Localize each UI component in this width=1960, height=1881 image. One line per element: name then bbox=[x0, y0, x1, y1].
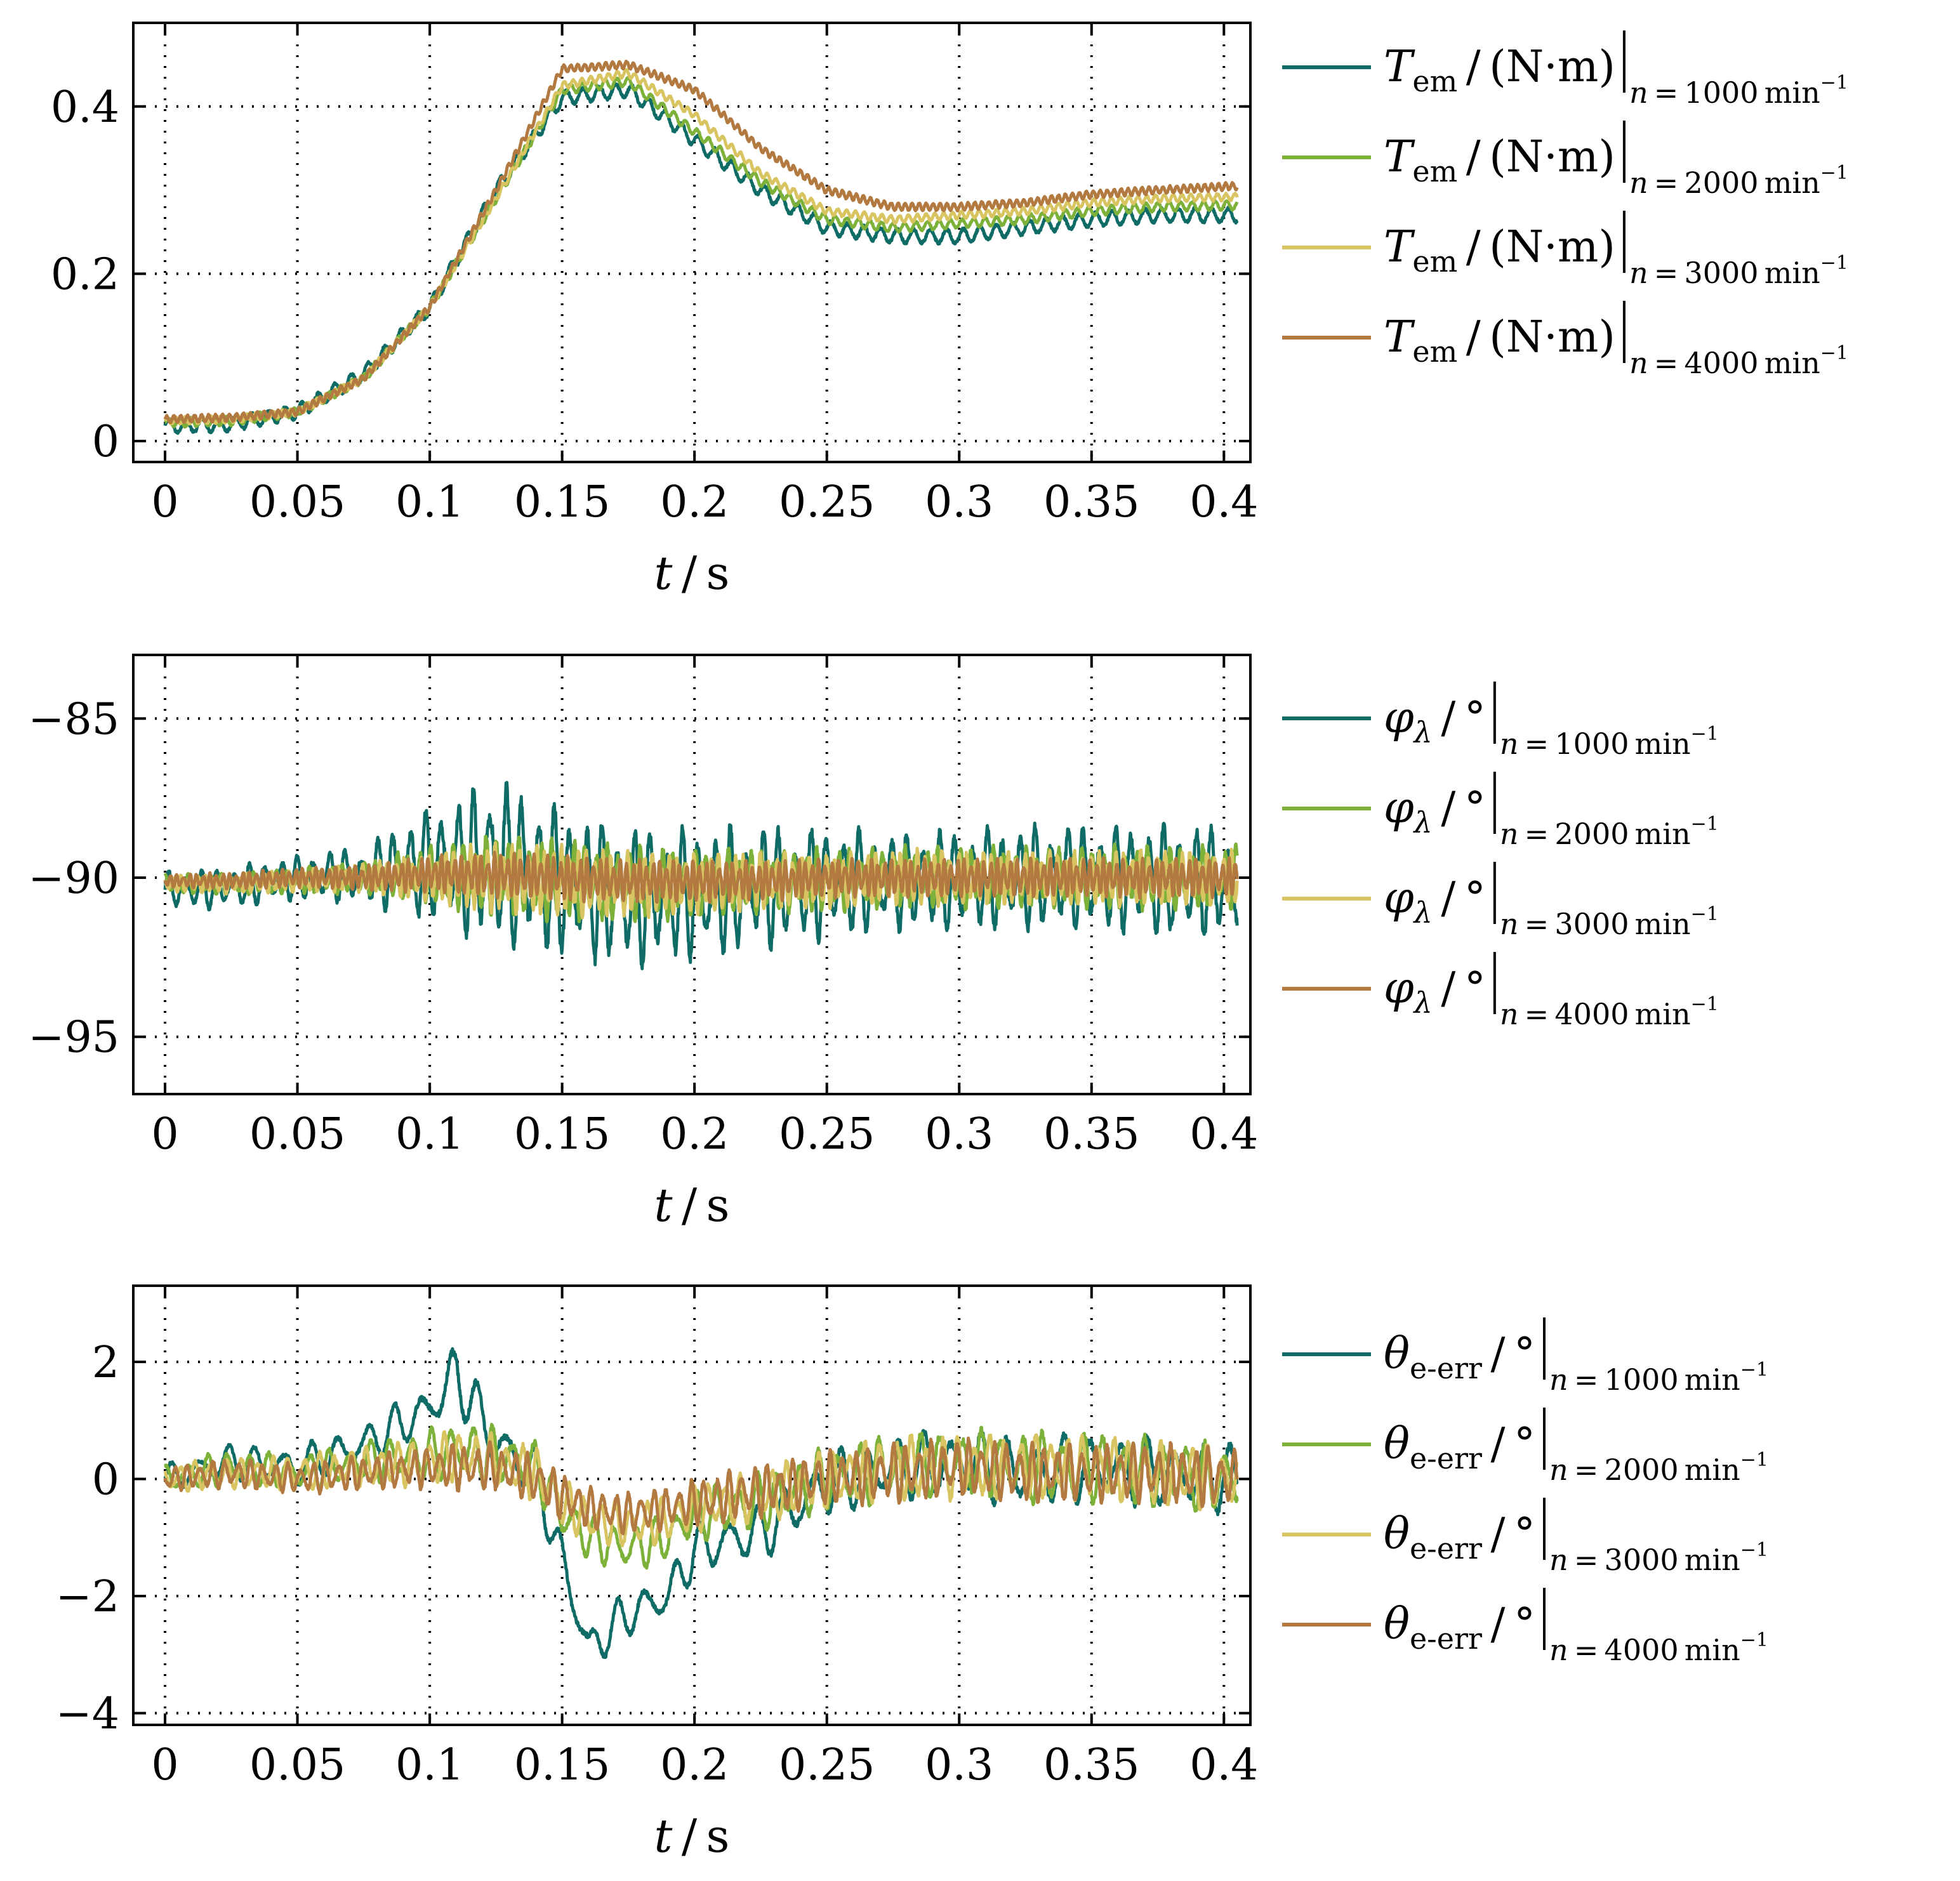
x-tick-label: 0.35 bbox=[1043, 1740, 1139, 1790]
x-tick-label: 0.2 bbox=[660, 477, 729, 527]
x-tick-label: 0.1 bbox=[395, 1740, 464, 1790]
x-tick-label: 0.2 bbox=[660, 1740, 729, 1790]
legend-label-n3000: θe-err / ° bbox=[1384, 1509, 1535, 1566]
y-tick-label: −90 bbox=[28, 854, 119, 904]
legend-speed-n2000: n = 2000 min−1 bbox=[1500, 813, 1719, 851]
x-tick-label: 0.3 bbox=[925, 477, 993, 527]
y-tick-label: −2 bbox=[56, 1572, 119, 1622]
series-line-n4000 bbox=[163, 850, 1239, 904]
legend-speed-n2000: n = 2000 min−1 bbox=[1549, 1449, 1768, 1487]
y-tick-label: −4 bbox=[56, 1689, 119, 1739]
x-tick-label: 0.4 bbox=[1189, 1109, 1258, 1159]
legend-speed-n4000: n = 4000 min−1 bbox=[1549, 1629, 1768, 1667]
x-tick-label: 0.35 bbox=[1043, 477, 1139, 527]
x-axis-label: t / s bbox=[654, 1809, 730, 1863]
x-tick-label: 0.3 bbox=[925, 1740, 993, 1790]
y-tick-label: 0.2 bbox=[51, 249, 119, 300]
legend: φλ / ° n = 1000 min−1 φλ / ° n = 2000 min−1… bbox=[1282, 682, 1719, 1031]
legend-speed-n2000: n = 2000 min−1 bbox=[1629, 162, 1848, 200]
legend-speed-n3000: n = 3000 min−1 bbox=[1629, 252, 1848, 290]
x-tick-label: 0.05 bbox=[249, 1740, 345, 1790]
x-tick-label: 0.25 bbox=[779, 477, 875, 527]
x-tick-label: 0.25 bbox=[779, 1109, 875, 1159]
legend-label-n4000: φλ / ° bbox=[1384, 963, 1486, 1020]
legend-speed-n3000: n = 3000 min−1 bbox=[1500, 903, 1719, 941]
x-tick-label: 0 bbox=[151, 1109, 178, 1159]
legend-label-n3000: φλ / ° bbox=[1384, 873, 1486, 930]
x-tick-label: 0.4 bbox=[1189, 1740, 1258, 1790]
y-tick-label: 0.4 bbox=[51, 82, 119, 133]
x-tick-label: 0.3 bbox=[925, 1109, 993, 1159]
legend-speed-n1000: n = 1000 min−1 bbox=[1500, 723, 1719, 761]
x-tick-label: 0.1 bbox=[395, 477, 464, 527]
legend-label-n1000: θe-err / ° bbox=[1384, 1329, 1535, 1385]
legend-label-n4000: θe-err / ° bbox=[1384, 1599, 1535, 1656]
legend-speed-n4000: n = 4000 min−1 bbox=[1500, 993, 1719, 1031]
x-tick-label: 0.05 bbox=[249, 477, 345, 527]
y-tick-label: 2 bbox=[92, 1338, 119, 1388]
x-tick-label: 0.4 bbox=[1189, 477, 1258, 527]
legend-label-n1000: Tem / (N·m) bbox=[1384, 42, 1615, 98]
axes-frame bbox=[132, 1284, 1252, 1726]
legend: Tem / (N·m) n = 1000 min−1 Tem / (N·m) n = … bbox=[1282, 30, 1848, 380]
x-tick-label: 0.25 bbox=[779, 1740, 875, 1790]
axes-frame bbox=[132, 22, 1252, 463]
series-line-n4000 bbox=[163, 60, 1239, 425]
series-line-n2000 bbox=[164, 76, 1239, 429]
axes-frame bbox=[132, 654, 1252, 1095]
x-tick-label: 0 bbox=[151, 1740, 178, 1790]
legend-speed-n3000: n = 3000 min−1 bbox=[1549, 1539, 1768, 1577]
y-tick-label: −85 bbox=[28, 694, 119, 744]
y-tick-label: −95 bbox=[28, 1013, 119, 1063]
y-tick-label: 0 bbox=[92, 417, 119, 467]
legend-label-n1000: φλ / ° bbox=[1384, 693, 1486, 749]
series-line-n3000 bbox=[164, 68, 1239, 426]
legend-label-n3000: Tem / (N·m) bbox=[1384, 222, 1615, 279]
x-tick-label: 0 bbox=[151, 477, 178, 527]
theta-panel: 0 0.05 0.1 0.15 0.2 0.25 0.3 0.35 0.4 2 0 −2 −4 t / s… bbox=[56, 1284, 1768, 1863]
torque-panel: 0 0.05 0.1 0.15 0.2 0.25 0.3 0.35 0.4 0 0.2 0.4 t / … bbox=[51, 22, 1848, 600]
legend-label-n4000: Tem / (N·m) bbox=[1384, 312, 1615, 369]
x-tick-label: 0.15 bbox=[514, 1109, 610, 1159]
x-tick-label: 0.2 bbox=[660, 1109, 729, 1159]
x-tick-label: 0.05 bbox=[249, 1109, 345, 1159]
legend-speed-n4000: n = 4000 min−1 bbox=[1629, 342, 1848, 380]
legend-speed-n1000: n = 1000 min−1 bbox=[1549, 1359, 1768, 1397]
x-axis-label: t / s bbox=[654, 546, 730, 600]
x-tick-label: 0.1 bbox=[395, 1109, 464, 1159]
legend-label-n2000: φλ / ° bbox=[1384, 783, 1486, 840]
legend-label-n2000: θe-err / ° bbox=[1384, 1419, 1535, 1475]
legend-speed-n1000: n = 1000 min−1 bbox=[1629, 72, 1848, 110]
phi-panel: 0 0.05 0.1 0.15 0.2 0.25 0.3 0.35 0.4 −85 −90 −95 t … bbox=[28, 654, 1719, 1232]
x-tick-label: 0.35 bbox=[1043, 1109, 1139, 1159]
series-line-n4000 bbox=[163, 1436, 1239, 1536]
x-tick-label: 0.15 bbox=[514, 1740, 610, 1790]
y-tick-label: 0 bbox=[92, 1455, 119, 1505]
legend: θe-err / ° n = 1000 min−1 θe-err / ° n = 20… bbox=[1282, 1317, 1768, 1667]
x-tick-label: 0.15 bbox=[514, 477, 610, 527]
legend-label-n2000: Tem / (N·m) bbox=[1384, 132, 1615, 188]
x-axis-label: t / s bbox=[654, 1178, 730, 1232]
